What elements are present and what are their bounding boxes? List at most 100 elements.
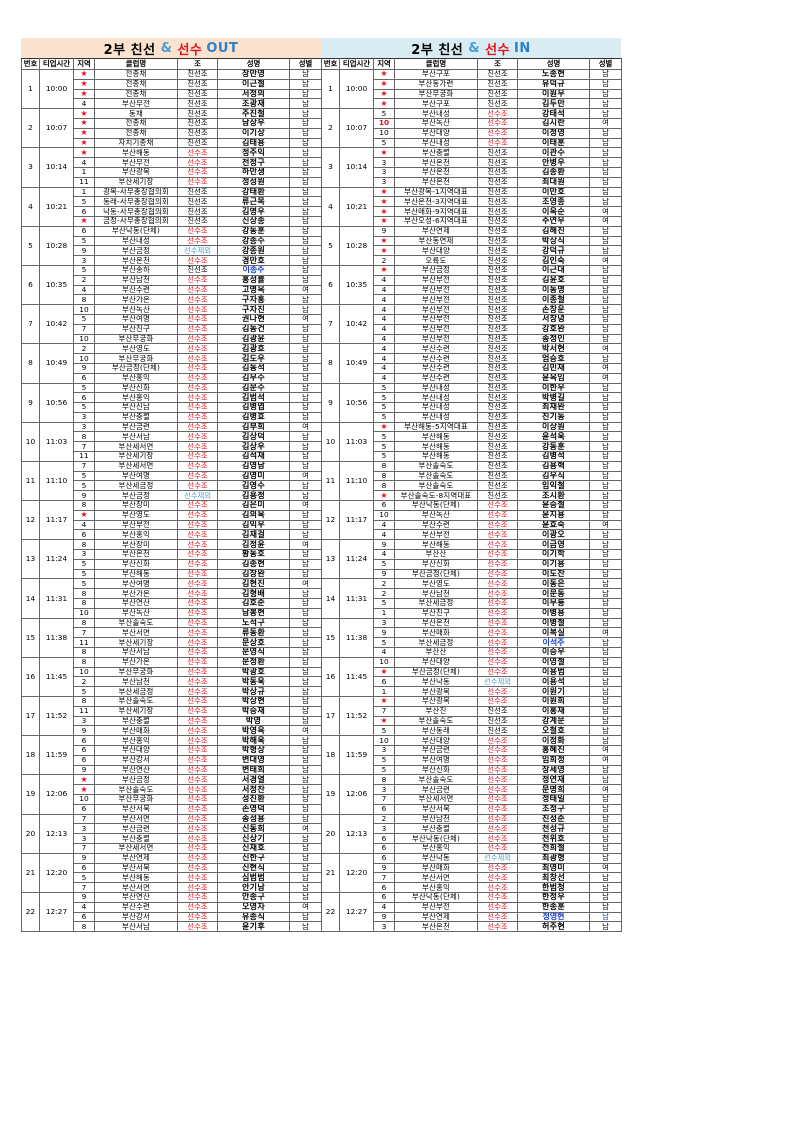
gender: 남 — [289, 274, 322, 286]
region-cell: 8 — [73, 617, 95, 629]
club-name: 부산무전 — [94, 98, 178, 110]
gender: 남 — [289, 764, 322, 776]
gender: 남 — [589, 725, 622, 737]
group-type: 선수조 — [177, 735, 218, 746]
gender: 남 — [589, 823, 622, 835]
region-cell: 10 — [373, 656, 395, 668]
club-name: 부산남천 — [394, 813, 478, 825]
gender: 남 — [589, 793, 622, 805]
player-name: 이상원 — [517, 421, 590, 433]
player-name: 김석재 — [217, 451, 290, 462]
gender: 여 — [589, 343, 622, 355]
region-cell: 2 — [373, 255, 395, 266]
gender: 남 — [289, 509, 322, 521]
club-name: 부산구포 — [394, 98, 478, 110]
gender: 남 — [589, 196, 622, 208]
gender: 남 — [589, 921, 622, 933]
player-name: 변태희 — [217, 764, 290, 776]
column-header: 성명 — [517, 58, 590, 70]
tee-time: 11:10 — [39, 460, 74, 502]
table-row: 5 10:28 6 부산낙동(단체) 선수조 강동훈 남 — [21, 225, 322, 266]
group-type: 선수조 — [177, 294, 218, 306]
region-cell: 5 — [373, 451, 395, 462]
group-type: 친선조 — [477, 206, 518, 217]
gender: 남 — [289, 842, 322, 854]
player-name: 김광윤 — [217, 333, 290, 345]
player-name: 장세영 — [517, 764, 590, 776]
table-row: 17 11:52 ★ 부산광복 선수조 이원희 남 — [321, 695, 622, 737]
gender: 여 — [289, 578, 322, 590]
group-type: 친선조 — [477, 441, 518, 453]
player-name: 최대원 — [517, 176, 590, 188]
player-name: 이원우 — [517, 88, 590, 100]
player-name: 이기상 — [217, 127, 290, 139]
region-cell: 1 — [373, 607, 395, 619]
player-name: 김광호 — [217, 343, 290, 355]
club-name: 부산홍익 — [94, 735, 178, 746]
group-type: 선수조 — [177, 764, 218, 776]
group-type: 선수조 — [177, 617, 218, 629]
table-row: 10 부산무궁화 선수조 박광호 남 — [22, 666, 322, 678]
club-name: 동채 — [94, 108, 178, 119]
table-row: 12 11:17 8 부산장미 선수조 김은미 여 — [21, 500, 322, 541]
group-type: 선수조 — [177, 362, 218, 374]
player-name: 서경열 — [217, 774, 290, 786]
club-name: 부산솔숙도 — [394, 774, 478, 786]
group-type: 친선조 — [477, 284, 518, 296]
gender: 남 — [289, 715, 322, 727]
tee-time: 11:03 — [39, 421, 74, 462]
gender: 남 — [589, 529, 622, 541]
gender: 남 — [589, 460, 622, 472]
club-name: 부산해동 — [394, 441, 478, 453]
club-name: 부산금련 — [394, 744, 478, 756]
player-name: 정연재 — [517, 774, 590, 786]
gender: 남 — [589, 451, 622, 462]
group-type: 친선조 — [477, 186, 518, 198]
gender: 남 — [589, 901, 622, 913]
club-name: 부산산 — [394, 549, 478, 560]
group-number: 13 — [321, 539, 340, 580]
region-cell: 11 — [73, 176, 95, 188]
group-type: 친선조 — [477, 176, 518, 188]
player-name: 김상우 — [217, 441, 290, 453]
tee-time: 12:27 — [39, 891, 74, 933]
group-type: 선수조 — [177, 793, 218, 805]
group-type: 친선조 — [477, 157, 518, 168]
player-name: 이원기 — [517, 686, 590, 697]
region-cell: 11 — [73, 637, 95, 649]
club-name: 부산신화 — [394, 764, 478, 776]
gender: 여 — [289, 901, 322, 913]
group-type: 친선조 — [177, 127, 218, 139]
table-row: 14 11:31 5 부산여명 선수조 김현진 여 — [21, 578, 322, 619]
group-type: 친선조 — [177, 98, 218, 110]
region-cell: 4 — [373, 901, 395, 913]
player-name: 최광형 — [517, 852, 590, 864]
group-type: 선수조 — [177, 147, 218, 159]
group-number: 7 — [321, 304, 340, 345]
player-name: 이문동 — [517, 588, 590, 600]
region-cell: 8 — [73, 294, 95, 306]
group-type: 선수조 — [477, 578, 518, 590]
club-name: 부산서남 — [94, 431, 178, 443]
group-type: 선수조 — [177, 558, 218, 570]
club-name: 부산동래 — [394, 725, 478, 737]
region-cell: 9 — [73, 725, 95, 737]
group-number: 21 — [321, 852, 340, 893]
club-name: 부산여명 — [94, 578, 178, 590]
group-type: 선수조 — [177, 157, 218, 168]
region-cell: ★ — [373, 245, 395, 257]
region-cell: 10 — [73, 607, 95, 619]
gender: 남 — [589, 578, 622, 590]
region-cell: 1 — [73, 166, 95, 178]
group-type: 선수조 — [177, 284, 218, 296]
group-type: 친선조 — [477, 245, 518, 257]
group-number: 14 — [21, 578, 40, 619]
group-type: 친선조 — [477, 343, 518, 355]
region-cell: 8 — [73, 647, 95, 658]
region-cell: 4 — [373, 529, 395, 541]
club-name: 부산세금정 — [94, 480, 178, 492]
club-name: 부산대양 — [394, 127, 478, 139]
region-cell: 4 — [373, 294, 395, 306]
gender: 남 — [589, 549, 622, 560]
club-name: 부산매화 — [394, 627, 478, 639]
